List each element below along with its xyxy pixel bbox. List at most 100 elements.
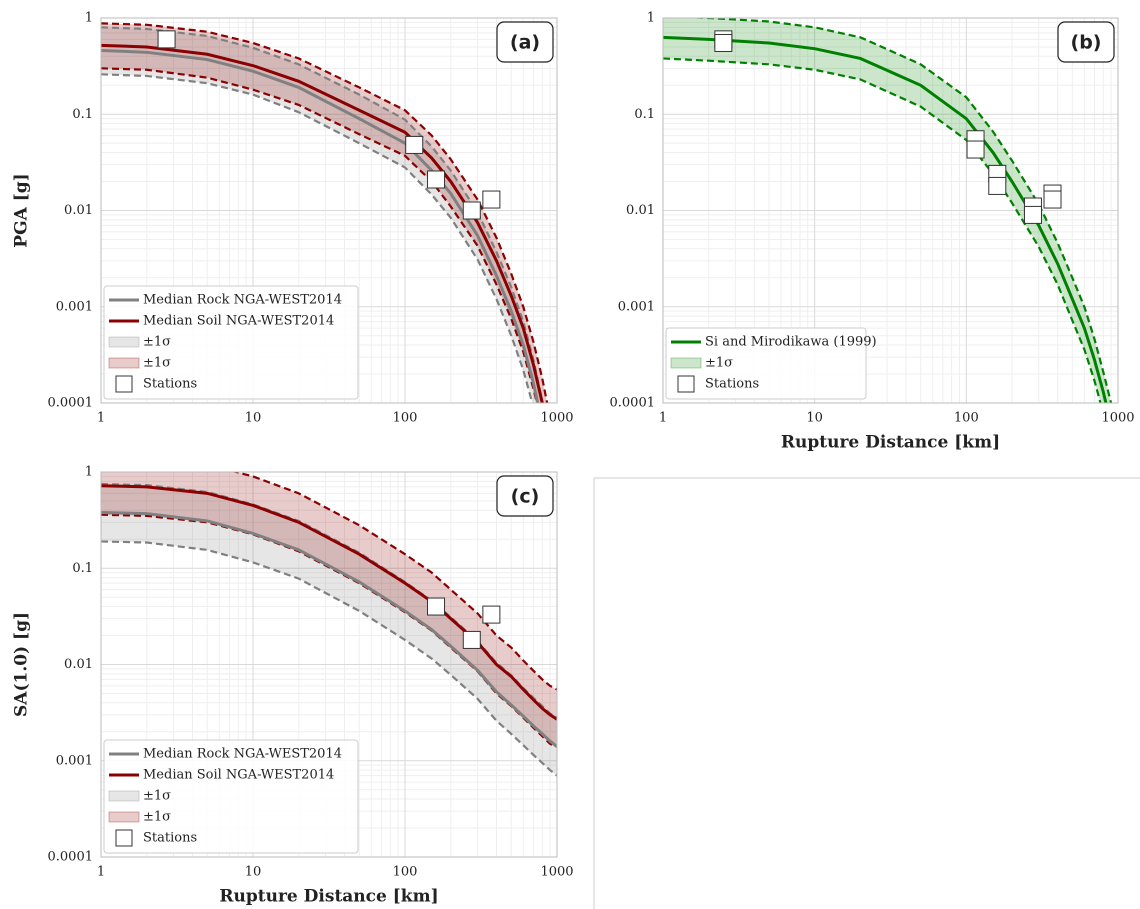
- x-axis-label: Rupture Distance [km]: [219, 887, 438, 907]
- y-tick-label: 0.01: [64, 203, 93, 218]
- y-tick-label: 1: [85, 465, 93, 480]
- legend-label: ±1σ: [705, 356, 733, 371]
- sigma-line: [101, 22, 549, 403]
- station: [462, 630, 481, 649]
- y-tick-label: 0.01: [626, 203, 655, 218]
- y-tick-label: 0.001: [618, 299, 655, 314]
- x-tick-label: 10: [245, 865, 262, 880]
- y-tick-label: 0.001: [56, 299, 93, 314]
- x-tick-label: 1000: [1101, 411, 1134, 426]
- x-tick-label: 100: [393, 865, 418, 880]
- station: [462, 201, 481, 220]
- station: [714, 33, 733, 52]
- sigma-line: [101, 67, 539, 403]
- sigma-line: [101, 73, 534, 403]
- station: [157, 30, 176, 49]
- y-tick-label: 0.0001: [610, 396, 656, 411]
- panel: 1 10 100 1000 0.0001 0.001 0.01 0.1 1 (a) PGA [g] M…: [12, 11, 574, 426]
- legend-label: ±1σ: [143, 810, 171, 825]
- plot-content: [101, 22, 549, 403]
- legend-label: Median Soil NGA-WEST2014: [143, 314, 334, 329]
- x-tick-label: 100: [393, 411, 418, 426]
- median-line: [101, 48, 540, 403]
- legend-swatch: [108, 336, 140, 348]
- frame: [662, 17, 1119, 404]
- station: [427, 170, 446, 189]
- y-tick-label: 1: [85, 11, 93, 26]
- sigma-band: [663, 18, 1112, 403]
- legend-box: [665, 327, 867, 400]
- legend-swatch: [670, 357, 702, 369]
- station: [482, 605, 501, 624]
- x-axis-label: Rupture Distance [km]: [781, 433, 1000, 453]
- station: [427, 597, 446, 616]
- station: [1043, 190, 1062, 209]
- y-tick-label: 0.0001: [48, 850, 94, 865]
- station: [1023, 205, 1042, 224]
- legend-swatch: [115, 829, 133, 847]
- y-axis-label: SA(1.0) [g]: [12, 612, 32, 717]
- station: [966, 140, 985, 159]
- x-tick-label: 10: [806, 411, 823, 426]
- plot-content: [663, 18, 1113, 403]
- panel-label-box: [496, 21, 554, 63]
- station: [988, 176, 1007, 195]
- panel-label-box: [496, 475, 554, 517]
- legend-swatch: [108, 790, 140, 802]
- panel: 1 10 100 1000 0.0001 0.001 0.01 0.1 1 (b) Rupture …: [610, 11, 1135, 453]
- x-tick-label: 10: [245, 411, 262, 426]
- y-axis-label: PGA [g]: [12, 173, 32, 247]
- sigma-line: [684, 18, 1113, 403]
- station: [482, 190, 501, 209]
- x-tick-label: 1: [97, 865, 105, 880]
- panel-label: (c): [511, 486, 540, 508]
- sigma-band: [101, 27, 543, 403]
- legend-box: [103, 285, 359, 400]
- y-tick-label: 0.01: [64, 657, 93, 672]
- legend-swatch: [108, 357, 140, 369]
- legend-label: Median Soil NGA-WEST2014: [143, 768, 334, 783]
- median-line: [101, 510, 557, 748]
- frame: [100, 17, 558, 404]
- legend-label: Stations: [705, 377, 759, 392]
- median-line: [101, 43, 544, 403]
- y-tick-label: 0.1: [634, 107, 655, 122]
- legend-label: Stations: [143, 831, 197, 846]
- x-tick-label: 1000: [540, 411, 573, 426]
- legend-label: ±1σ: [143, 356, 171, 371]
- panel: 1 10 100 1000 0.0001 0.001 0.01 0.1 1 (c) SA(1.0) …: [12, 465, 574, 907]
- legend-box: [103, 739, 359, 854]
- y-tick-label: 0.1: [72, 107, 93, 122]
- legend-label: Median Rock NGA-WEST2014: [143, 293, 342, 308]
- legend-label: Si and Mirodikawa (1999): [705, 335, 877, 350]
- y-tick-label: 0.1: [72, 561, 93, 576]
- x-tick-label: 1: [97, 411, 105, 426]
- legend-label: ±1σ: [143, 789, 171, 804]
- legend: Median Rock NGA-WEST2014 Median Soil NGA-…: [103, 739, 359, 854]
- legend-swatch: [677, 375, 695, 393]
- panel-label-box: [1057, 21, 1115, 63]
- y-tick-label: 0.001: [56, 753, 93, 768]
- legend: Median Rock NGA-WEST2014 Median Soil NGA-…: [103, 285, 359, 400]
- sigma-line: [101, 540, 557, 777]
- y-tick-label: 1: [647, 11, 655, 26]
- sigma-band: [101, 472, 557, 747]
- x-tick-label: 1: [659, 411, 667, 426]
- median-line: [101, 484, 557, 721]
- x-tick-label: 100: [954, 411, 979, 426]
- legend-label: ±1σ: [143, 335, 171, 350]
- legend-label: Median Rock NGA-WEST2014: [143, 747, 342, 762]
- legend-swatch: [108, 811, 140, 823]
- station: [405, 135, 424, 154]
- x-tick-label: 1000: [540, 865, 573, 880]
- median-line: [663, 35, 1108, 403]
- legend-label: Stations: [143, 377, 197, 392]
- frame: [100, 471, 558, 858]
- panel-label: (b): [1071, 32, 1102, 54]
- sigma-line: [663, 57, 1102, 403]
- y-tick-label: 0.0001: [48, 396, 94, 411]
- panel-label: (a): [510, 32, 540, 54]
- legend: Si and Mirodikawa (1999) ±1σ Stations: [665, 327, 877, 400]
- sigma-line: [101, 26, 544, 403]
